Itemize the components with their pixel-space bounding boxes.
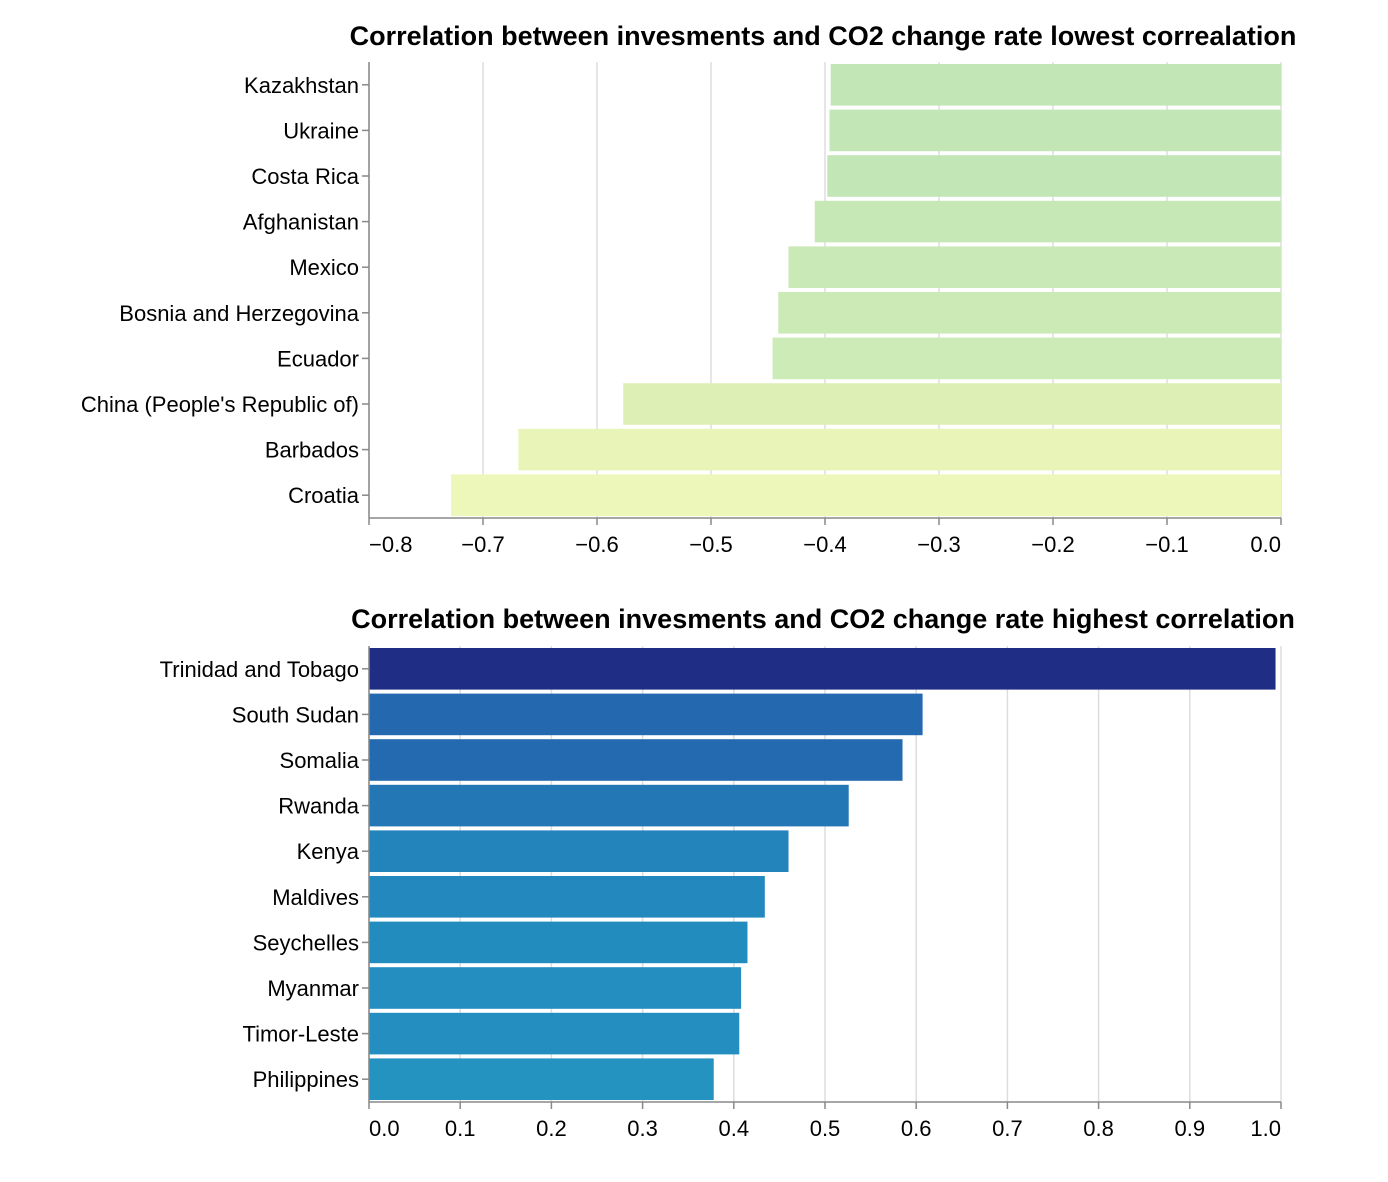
- lowest-category-label: Ecuador: [277, 346, 359, 371]
- lowest-category-label: Ukraine: [283, 118, 359, 143]
- highest-bar-seychelles: [369, 921, 748, 964]
- lowest-bar-croatia: [451, 474, 1282, 516]
- lowest-bar-ecuador: [772, 337, 1281, 380]
- lowest-category-label: China (People's Republic of): [81, 392, 359, 417]
- highest-category-label: South Sudan: [232, 702, 359, 727]
- lowest-category-label: Afghanistan: [243, 210, 359, 235]
- highest-category-label: Rwanda: [278, 794, 359, 819]
- highest-correlation-chart: Correlation between invesments and CO2 c…: [160, 604, 1295, 1141]
- lowest-bar-afghanistan: [814, 200, 1281, 243]
- highest-x-tick-label: 0.5: [810, 1116, 841, 1141]
- highest-x-tick-label: 0.8: [1083, 1116, 1114, 1141]
- highest-x-tick-label: 0.1: [445, 1116, 476, 1141]
- highest-bar-south-sudan: [369, 693, 923, 736]
- highest-bar-somalia: [369, 739, 903, 781]
- highest-x-tick-label: 0.9: [1175, 1116, 1206, 1141]
- highest-x-tick-label: 0.4: [719, 1116, 750, 1141]
- lowest-category-label: Croatia: [288, 483, 360, 508]
- highest-category-label: Seychelles: [253, 930, 359, 955]
- lowest-chart-title: Correlation between invesments and CO2 c…: [350, 21, 1297, 51]
- lowest-x-tick-label: −0.7: [461, 532, 504, 557]
- lowest-x-tick-label: −0.1: [1145, 532, 1188, 557]
- lowest-category-label: Bosnia and Herzegovina: [119, 301, 359, 326]
- lowest-x-tick-label: −0.8: [369, 532, 412, 557]
- lowest-bar-barbados: [518, 428, 1281, 471]
- lowest-bar-mexico: [788, 246, 1281, 288]
- lowest-category-label: Kazakhstan: [244, 73, 359, 98]
- highest-category-label: Myanmar: [267, 976, 359, 1001]
- highest-bar-myanmar: [369, 967, 742, 1009]
- lowest-category-label: Costa Rica: [251, 164, 359, 189]
- highest-chart-title: Correlation between invesments and CO2 c…: [351, 604, 1295, 634]
- lowest-x-tick-label: −0.6: [575, 532, 618, 557]
- lowest-bar-china-people-s-republic-of: [623, 383, 1281, 425]
- highest-bar-rwanda: [369, 784, 849, 827]
- lowest-correlation-chart: Correlation between invesments and CO2 c…: [81, 21, 1297, 557]
- highest-x-tick-label: 0.7: [992, 1116, 1023, 1141]
- highest-x-tick-label: 0.0: [369, 1116, 400, 1141]
- highest-category-label: Trinidad and Tobago: [160, 657, 359, 682]
- highest-x-tick-label: 1.0: [1250, 1116, 1281, 1141]
- highest-bar-maldives: [369, 876, 765, 918]
- lowest-x-tick-label: −0.2: [1031, 532, 1074, 557]
- lowest-x-tick-label: −0.3: [917, 532, 960, 557]
- lowest-category-label: Mexico: [289, 255, 359, 280]
- lowest-x-tick-label: 0.0: [1250, 532, 1281, 557]
- lowest-bar-bosnia-and-herzegovina: [778, 292, 1281, 334]
- lowest-category-label: Barbados: [265, 438, 359, 463]
- lowest-bar-ukraine: [829, 109, 1281, 152]
- highest-category-label: Somalia: [280, 748, 360, 773]
- highest-category-label: Philippines: [253, 1067, 359, 1092]
- lowest-x-tick-label: −0.4: [803, 532, 846, 557]
- highest-bar-trinidad-and-tobago: [369, 648, 1276, 690]
- highest-category-label: Maldives: [272, 885, 359, 910]
- highest-bar-timor-leste: [369, 1012, 740, 1055]
- highest-x-tick-label: 0.6: [901, 1116, 932, 1141]
- highest-bar-kenya: [369, 830, 789, 872]
- highest-category-label: Kenya: [297, 839, 360, 864]
- lowest-bar-kazakhstan: [830, 64, 1281, 106]
- lowest-x-tick-label: −0.5: [689, 532, 732, 557]
- highest-category-label: Timor-Leste: [242, 1022, 359, 1047]
- highest-x-tick-label: 0.3: [627, 1116, 658, 1141]
- highest-bar-philippines: [369, 1058, 714, 1100]
- highest-x-tick-label: 0.2: [536, 1116, 567, 1141]
- lowest-bar-costa-rica: [827, 155, 1281, 197]
